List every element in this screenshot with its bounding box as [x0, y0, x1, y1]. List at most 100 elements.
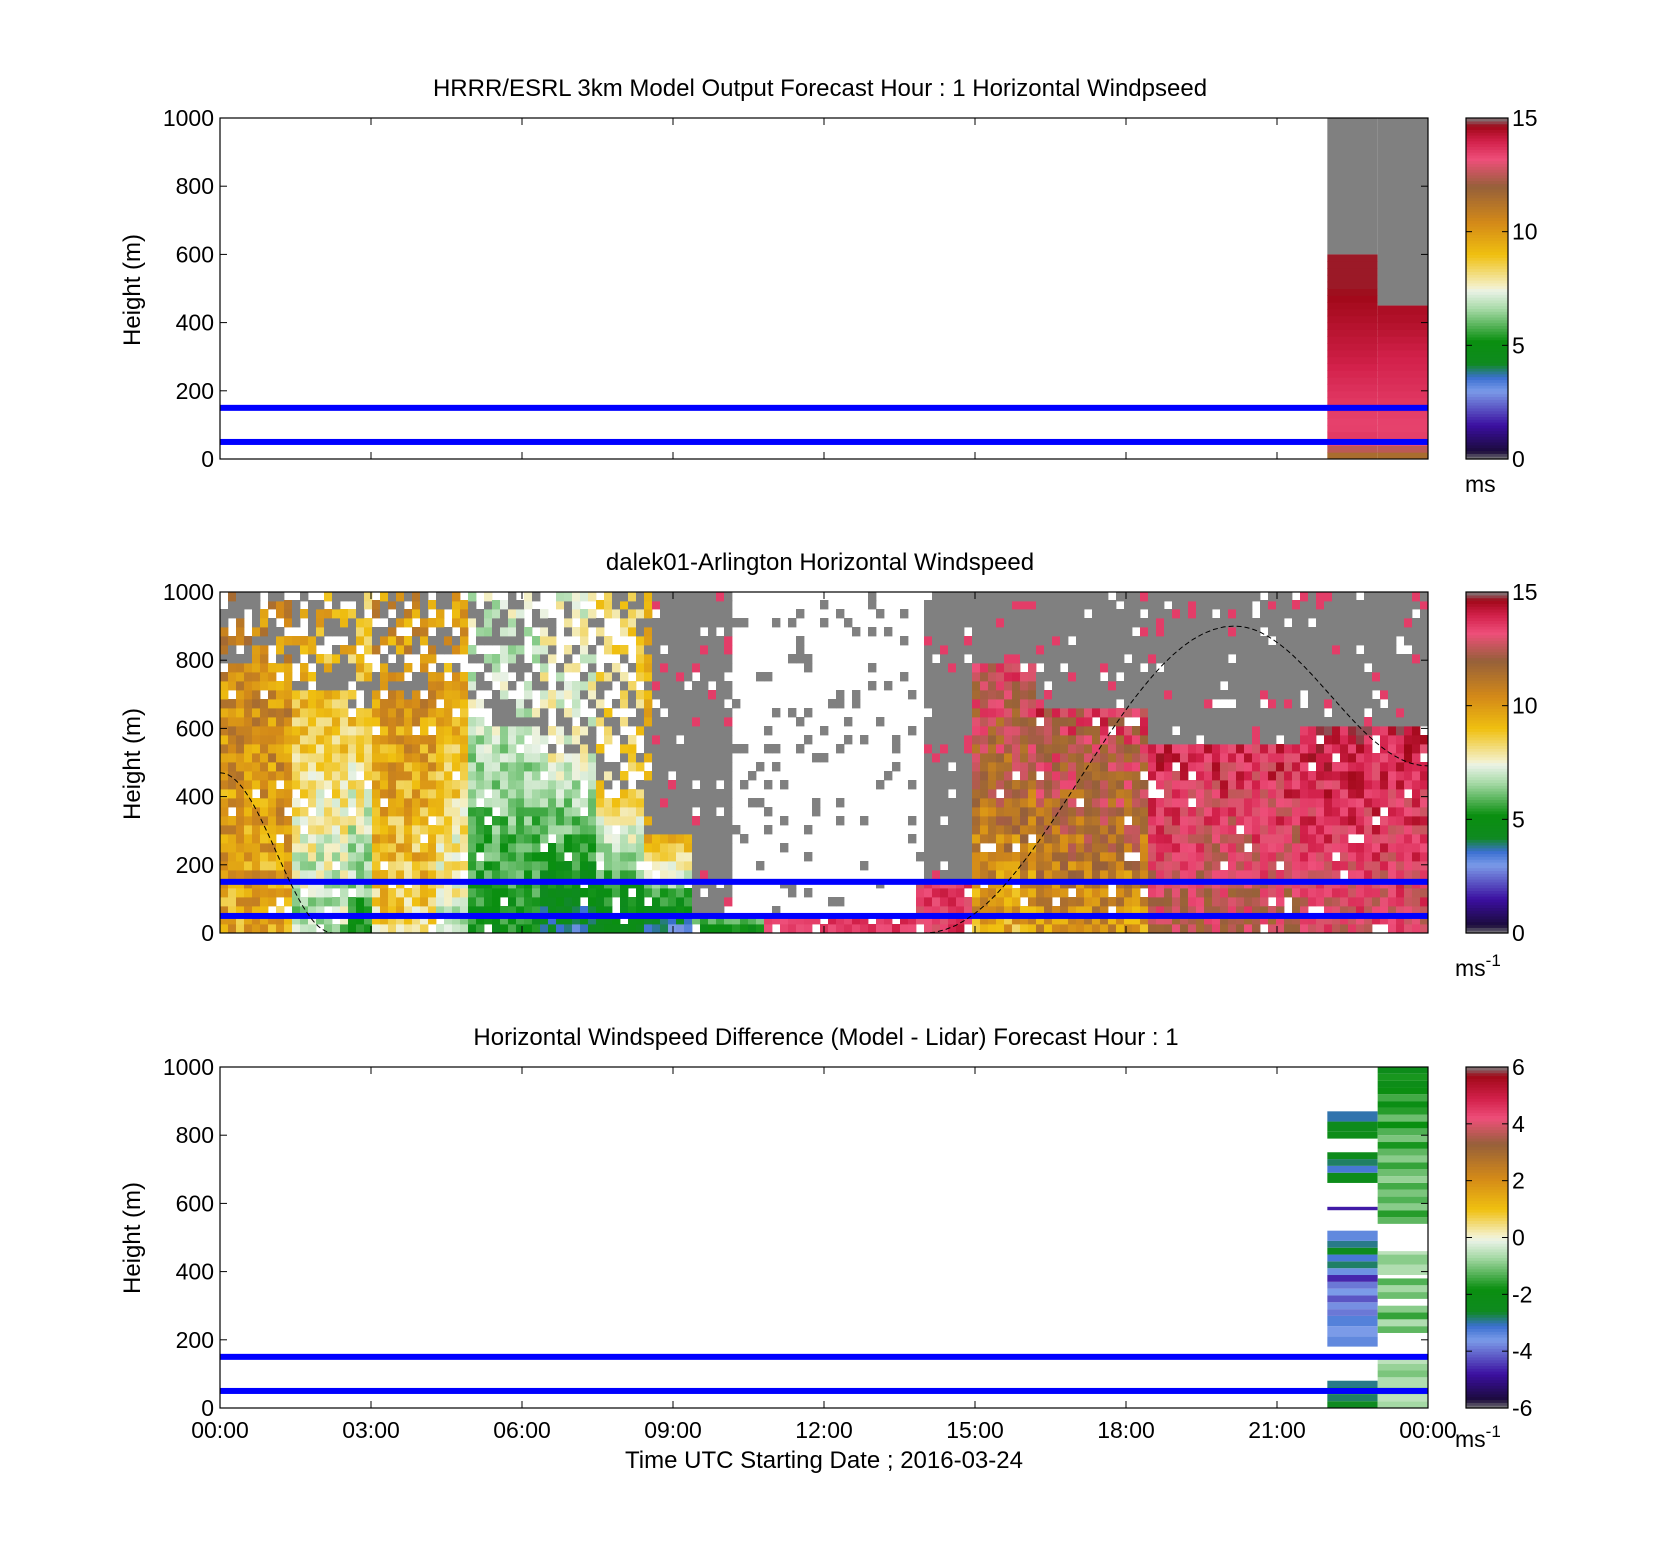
heatmap-cell — [1140, 816, 1149, 826]
heatmap-cell — [524, 843, 533, 853]
heatmap-cell — [588, 717, 597, 727]
heatmap-cell — [428, 852, 437, 862]
heatmap-cell — [948, 807, 957, 817]
colorbar-segment — [1466, 759, 1508, 764]
heatmap-cell — [1084, 627, 1093, 637]
heatmap-cell — [1044, 888, 1053, 898]
heatmap-cell — [420, 852, 429, 862]
heatmap-cell — [956, 807, 965, 817]
heatmap-cell — [948, 861, 957, 871]
heatmap-cell — [652, 690, 661, 700]
heatmap-cell — [692, 843, 701, 853]
heatmap-cell — [1212, 645, 1221, 655]
heatmap-cell — [1188, 735, 1197, 745]
heatmap-cell — [516, 636, 525, 646]
heatmap-cell — [1420, 789, 1429, 799]
heatmap-cell — [1180, 690, 1189, 700]
heatmap-cell — [964, 717, 973, 727]
heatmap-cell — [1380, 726, 1389, 736]
heatmap-cell — [676, 663, 685, 673]
heatmap-cell — [228, 906, 237, 916]
heatmap-cell — [1372, 681, 1381, 691]
heatmap-cell — [524, 924, 533, 934]
heatmap-cell — [236, 717, 245, 727]
heatmap-cell — [1052, 636, 1061, 646]
heatmap-cell — [612, 816, 621, 826]
heatmap-cell — [1164, 744, 1173, 754]
heatmap-cell — [436, 636, 445, 646]
heatmap-cell — [1060, 780, 1069, 790]
heatmap-cell — [1012, 627, 1021, 637]
heatmap-cell — [268, 762, 277, 772]
heatmap-cell — [252, 762, 261, 772]
heatmap-cell — [652, 672, 661, 682]
heatmap-cell — [1068, 690, 1077, 700]
heatmap-cell — [1060, 627, 1069, 637]
heatmap-cell — [988, 690, 997, 700]
heatmap-cell — [804, 708, 813, 718]
heatmap-cell — [1148, 870, 1157, 880]
heatmap-cell — [1188, 681, 1197, 691]
heatmap-cell — [924, 699, 933, 709]
heatmap-cell — [476, 771, 485, 781]
heatmap-cell — [1276, 699, 1285, 709]
heatmap-cell — [996, 924, 1005, 934]
heatmap-cell — [1404, 762, 1413, 772]
heatmap-cell — [492, 816, 501, 826]
heatmap-cell — [1188, 636, 1197, 646]
heatmap-cell — [1268, 592, 1277, 602]
heatmap-cell — [924, 915, 933, 925]
heatmap-cell — [468, 592, 477, 602]
heatmap-cell — [444, 924, 453, 934]
heatmap-cell — [236, 681, 245, 691]
heatmap-cell — [1124, 618, 1133, 628]
heatmap-cell — [508, 753, 517, 763]
heatmap-cell — [604, 834, 613, 844]
heatmap-cell — [252, 915, 261, 925]
heatmap-cell — [1332, 699, 1341, 709]
heatmap-cell — [1316, 888, 1325, 898]
heatmap-cell — [1332, 672, 1341, 682]
heatmap-cell — [252, 672, 261, 682]
heatmap-cell — [1124, 915, 1133, 925]
heatmap-cell — [524, 906, 533, 916]
heatmap-cell — [444, 681, 453, 691]
heatmap-cell — [388, 627, 397, 637]
heatmap-cell — [244, 600, 253, 610]
heatmap-cell — [1220, 717, 1229, 727]
heatmap-cell — [636, 672, 645, 682]
heatmap-cell — [1148, 843, 1157, 853]
heatmap-cell — [380, 600, 389, 610]
heatmap-cell — [1052, 924, 1061, 934]
heatmap-cell — [620, 592, 629, 602]
heatmap-cell — [284, 852, 293, 862]
heatmap-cell — [1068, 645, 1077, 655]
heatmap-cell — [444, 762, 453, 772]
heatmap-cell — [332, 600, 341, 610]
heatmap-cell — [1276, 636, 1285, 646]
heatmap-cell — [380, 870, 389, 880]
heatmap-cell — [1388, 924, 1397, 934]
heatmap-cell — [228, 825, 237, 835]
heatmap-cell — [436, 771, 445, 781]
heatmap-cell — [1308, 843, 1317, 853]
heatmap-cell — [652, 592, 661, 602]
heatmap-cell — [1204, 825, 1213, 835]
heatmap-cell — [676, 825, 685, 835]
heatmap-cell — [364, 744, 373, 754]
heatmap-cell — [620, 753, 629, 763]
heatmap-cell — [492, 663, 501, 673]
heatmap-cell — [508, 870, 517, 880]
heatmap-cell — [1172, 717, 1181, 727]
heatmap-cell — [476, 618, 485, 628]
heatmap-cell — [260, 708, 269, 718]
heatmap-cell — [228, 780, 237, 790]
heatmap-cell — [972, 780, 981, 790]
heatmap-cell — [1044, 807, 1053, 817]
heatmap-cell — [1260, 843, 1269, 853]
heatmap-cell — [1260, 753, 1269, 763]
heatmap-cell — [956, 780, 965, 790]
heatmap-cell — [564, 708, 573, 718]
colorbar-segment — [1466, 146, 1508, 150]
heatmap-cell — [220, 780, 229, 790]
